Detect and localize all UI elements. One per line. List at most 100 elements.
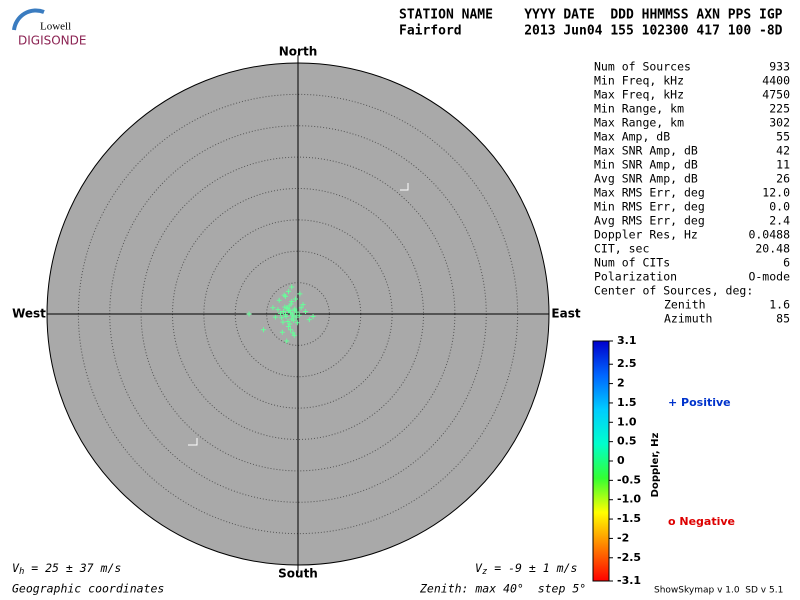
source-point: [291, 332, 297, 338]
colorbar-tick-label: -0.5: [617, 473, 641, 486]
marker: [400, 183, 409, 191]
source-point: [276, 297, 282, 303]
stat-label: Doppler Res, Hz: [594, 228, 698, 242]
stat-label: Max RMS Err, deg: [594, 186, 705, 200]
source-point: [294, 309, 300, 315]
stat-value: 0.0: [769, 200, 790, 214]
source-point: [286, 324, 292, 330]
source-point: [289, 284, 295, 290]
stat-label: Num of CITs: [594, 256, 670, 270]
stat-label: Polarization: [594, 270, 677, 284]
stat-label: Min Freq, kHz: [594, 74, 684, 88]
colorbar: 3.1 2.5 2 1.5 1.0 0.5 0 -0.5 -1.0 -1.5 -2 -2.5 -3.1 D…: [592, 334, 661, 587]
source-point: [293, 314, 299, 320]
source-point: [310, 314, 316, 320]
vh-value: = 25 ± 37 m/s: [24, 561, 121, 575]
source-point: [287, 321, 293, 327]
stat-value: 4750: [762, 88, 790, 102]
logo-top: Lowell: [40, 21, 71, 33]
source-point: [306, 317, 312, 323]
stat-label: Num of Sources: [594, 60, 691, 74]
stat-label: Avg SNR Amp, dB: [594, 172, 698, 186]
stat-value: 4400: [762, 74, 790, 88]
stat-value: 11: [776, 158, 790, 172]
stats-table: Num of Sources 933 Min Freq, kHz 4400 Max Fr…: [594, 60, 790, 326]
source-point: [284, 338, 290, 344]
source-point: [297, 291, 303, 297]
colorbar-tick-label: -2: [617, 531, 629, 544]
stat-value: 1.6: [769, 298, 790, 312]
coords-text: Geographic coordinates: [12, 582, 164, 596]
east-label: East: [551, 307, 580, 321]
vh-symbol: V: [12, 561, 20, 575]
stat-label: Max Freq, kHz: [594, 88, 684, 102]
legend-positive: + Positive: [668, 396, 731, 409]
source-point: [289, 298, 295, 304]
stat-label: Min RMS Err, deg: [594, 200, 705, 214]
vz-sub: z: [482, 567, 487, 577]
source-point: [291, 307, 297, 313]
zenith-text: Zenith: max 40° step 5°: [419, 582, 586, 596]
stat-value: 26: [776, 172, 790, 186]
stat-value: O-mode: [748, 270, 790, 284]
vz-text: Vz = -9 ± 1 m/s: [475, 561, 577, 577]
stat-label: Max Range, km: [594, 116, 684, 130]
stat-value: 85: [776, 312, 790, 326]
source-point: [281, 308, 287, 314]
colorbar-tick-label: -1.0: [617, 493, 641, 506]
colorbar-tick-label: 1.5: [617, 396, 637, 409]
source-point: [275, 307, 281, 313]
source-point: [260, 327, 266, 333]
source-point: [270, 305, 276, 311]
north-label: North: [279, 45, 317, 59]
source-point: [287, 307, 293, 313]
source-point: [292, 296, 298, 302]
colorbar-tick-label: 3.1: [617, 334, 637, 347]
polar-plot: North South East West: [12, 45, 581, 581]
vz-symbol: V: [475, 561, 483, 575]
colorbar-tick-label: 2.5: [617, 357, 637, 370]
stat-value: 42: [776, 144, 790, 158]
stat-label: CIT, sec: [594, 242, 649, 256]
legend-negative: o Negative: [668, 515, 735, 528]
stat-value: 55: [776, 130, 790, 144]
stat-label: Center of Sources, deg:: [594, 284, 753, 298]
source-point: [298, 305, 304, 311]
stat-value: 12.0: [762, 186, 790, 200]
source-point: [291, 317, 297, 323]
marker: [188, 438, 198, 446]
source-point: [282, 304, 288, 310]
header-values: Fairford 2013 Jun04 155 102300 417 100 -…: [399, 24, 783, 39]
logo-swoosh: [12, 8, 45, 31]
colorbar-tick-label: 0.5: [617, 435, 637, 448]
source-point: [284, 305, 290, 311]
source-point: [277, 310, 283, 316]
vh-sub: h: [19, 567, 24, 577]
west-label: West: [12, 307, 46, 321]
source-point: [296, 312, 302, 318]
source-point: [285, 319, 291, 325]
stat-value: 225: [769, 102, 790, 116]
stat-label: Max SNR Amp, dB: [594, 144, 698, 158]
stat-label: Max Amp, dB: [594, 130, 670, 144]
source-point: [246, 311, 252, 317]
stat-label: Min Range, km: [594, 102, 684, 116]
colorbar-tick-label: -3.1: [617, 574, 641, 587]
source-point: [280, 319, 286, 325]
source-point: [286, 288, 292, 294]
vz-value: = -9 ± 1 m/s: [487, 561, 577, 575]
source-point: [279, 329, 285, 335]
source-point: [288, 301, 294, 307]
source-point: [294, 320, 300, 326]
source-point: [289, 311, 295, 317]
stat-label: Zenith: [664, 298, 706, 312]
source-point: [281, 292, 287, 298]
logo-bottom: DIGISONDE: [18, 34, 86, 48]
stat-label: Azimuth: [664, 312, 712, 326]
source-point: [290, 330, 296, 336]
stat-value: 2.4: [769, 214, 790, 228]
stat-label: Min SNR Amp, dB: [594, 158, 698, 172]
colorbar-tick-label: 2: [617, 377, 625, 390]
stat-label: Avg RMS Err, deg: [594, 214, 705, 228]
